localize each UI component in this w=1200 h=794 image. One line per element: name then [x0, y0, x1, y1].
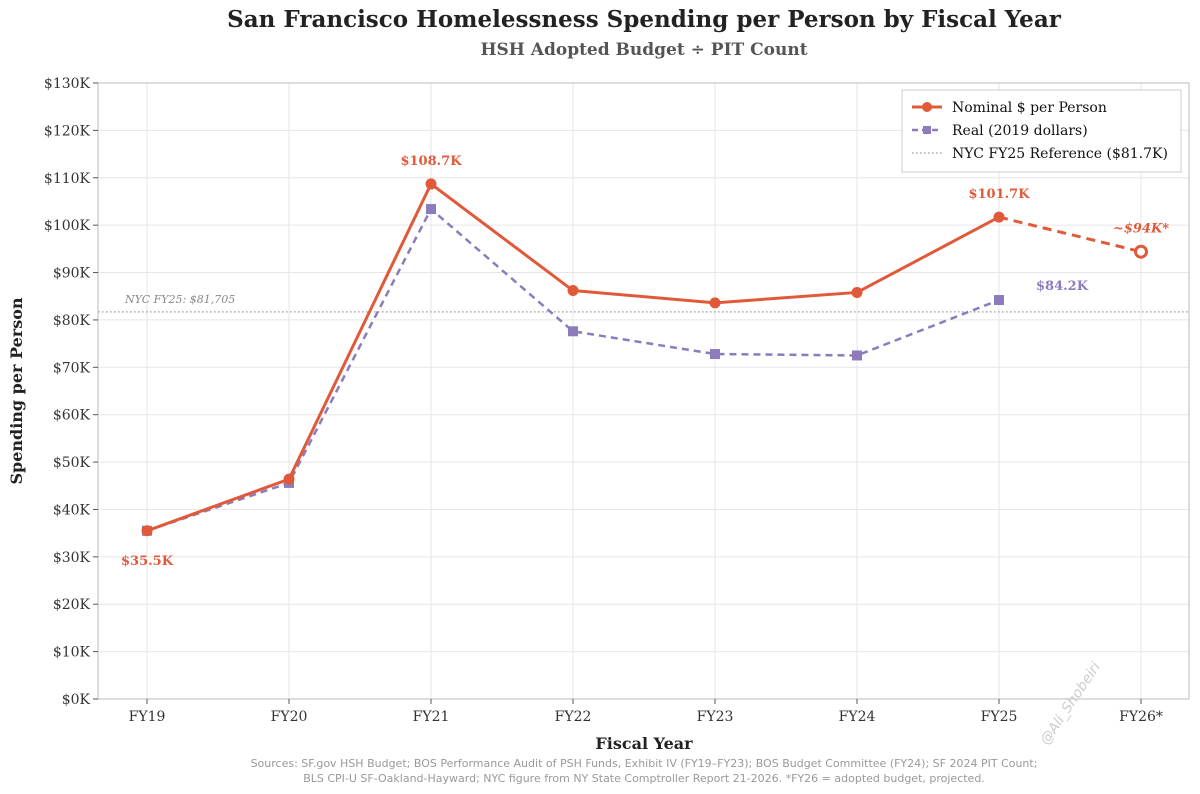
chart-title: San Francisco Homelessness Spending per … [227, 6, 1062, 33]
nominal-series-point [425, 178, 437, 190]
legend-nominal-marker [922, 102, 932, 112]
y-tick-label: $50K [53, 455, 91, 471]
x-tick-label: FY20 [271, 709, 308, 725]
series [141, 178, 1148, 537]
data-label: $101.7K [968, 187, 1030, 202]
legend-nominal-label: Nominal $ per Person [952, 100, 1107, 116]
nominal-projected-point [1134, 244, 1148, 259]
y-tick-label: $20K [53, 597, 91, 613]
y-tick-label: $0K [62, 692, 91, 708]
y-tick-label: $130K [44, 76, 91, 92]
legend: Nominal $ per Person Real (2019 dollars)… [901, 89, 1182, 173]
data-label: $84.2K [1036, 279, 1089, 294]
grid [98, 82, 1189, 700]
y-tick-label: $80K [53, 313, 91, 329]
x-tick-label: FY24 [839, 709, 876, 725]
nominal-series-point [283, 473, 295, 485]
x-tick-label: FY23 [697, 709, 734, 725]
data-label: $35.5K [121, 554, 174, 569]
source-line-2: BLS CPI-U SF-Oakland-Hayward; NYC figure… [303, 772, 985, 785]
x-tick-label: FY19 [129, 709, 166, 725]
x-tick-label: FY22 [555, 709, 592, 725]
reference-line-group: NYC FY25: $81,705 [98, 293, 1189, 313]
y-axis-label: Spending per Person [7, 297, 26, 484]
x-axis-ticks: FY19 FY20 FY21 FY22 FY23 FY24 FY25 FY26* [129, 699, 1163, 725]
x-axis-label: Fiscal Year [595, 734, 693, 753]
source-line-1: Sources: SF.gov HSH Budget; BOS Performa… [251, 757, 1038, 770]
nominal-series-point [141, 525, 153, 537]
x-tick-label: FY26* [1119, 709, 1163, 725]
y-tick-label: $30K [53, 550, 91, 566]
legend-real-marker [923, 126, 931, 134]
x-tick-label: FY25 [981, 709, 1018, 725]
chart-subtitle: HSH Adopted Budget ÷ PIT Count [480, 40, 807, 60]
real-series-point [994, 295, 1004, 306]
y-tick-label: $100K [44, 218, 91, 234]
legend-real-label: Real (2019 dollars) [952, 123, 1088, 139]
data-labels: $35.5K $108.7K $101.7K ~$94K* $84.2K [121, 154, 1169, 569]
y-tick-label: $40K [53, 502, 91, 518]
y-tick-label: $110K [44, 171, 91, 187]
legend-reference-label: NYC FY25 Reference ($81.7K) [952, 146, 1168, 162]
real-series-point [426, 204, 436, 215]
real-series-point [568, 326, 578, 337]
data-label: ~$94K* [1113, 222, 1169, 237]
data-label: $108.7K [400, 154, 462, 169]
y-tick-label: $120K [44, 123, 91, 139]
nominal-series-point [709, 297, 721, 309]
y-tick-label: $70K [53, 360, 91, 376]
x-tick-label: FY21 [413, 709, 450, 725]
nominal-series-point [851, 286, 863, 298]
y-tick-label: $10K [53, 645, 91, 661]
nyc-reference-label: NYC FY25: $81,705 [124, 293, 235, 306]
y-tick-label: $90K [53, 266, 91, 282]
nominal-series-point [567, 285, 579, 297]
nominal-series-point [993, 211, 1005, 223]
legend-box [901, 89, 1182, 173]
plot-frame [97, 82, 1190, 700]
y-axis-ticks: $0K $10K $20K $30K $40K $50K $60K $70K $80K $90K $… [44, 76, 98, 708]
real-series-point [852, 350, 862, 361]
y-tick-label: $60K [53, 408, 91, 424]
nominal-projected-line [998, 215, 1142, 254]
real-series-point [710, 349, 720, 360]
